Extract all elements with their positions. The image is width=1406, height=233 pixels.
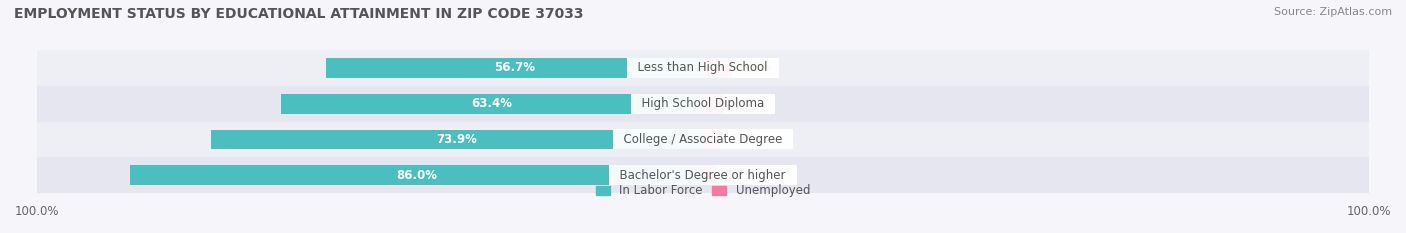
Bar — [703, 130, 720, 149]
Legend: In Labor Force, Unemployed: In Labor Force, Unemployed — [591, 180, 815, 202]
Bar — [703, 58, 731, 78]
Bar — [703, 94, 723, 113]
Text: 3.0%: 3.0% — [733, 97, 762, 110]
Bar — [211, 130, 703, 149]
Text: High School Diploma: High School Diploma — [634, 97, 772, 110]
Bar — [37, 122, 1369, 157]
Bar — [703, 165, 716, 185]
Text: 63.4%: 63.4% — [471, 97, 512, 110]
Text: Less than High School: Less than High School — [630, 62, 776, 75]
Text: Source: ZipAtlas.com: Source: ZipAtlas.com — [1274, 7, 1392, 17]
Bar — [37, 86, 1369, 122]
Text: 86.0%: 86.0% — [396, 169, 437, 182]
Text: 56.7%: 56.7% — [494, 62, 534, 75]
Bar — [281, 94, 703, 113]
Text: 2.5%: 2.5% — [730, 133, 759, 146]
Text: 1.9%: 1.9% — [725, 169, 755, 182]
Bar — [131, 165, 703, 185]
Text: 73.9%: 73.9% — [437, 133, 478, 146]
Bar — [37, 157, 1369, 193]
Text: College / Associate Degree: College / Associate Degree — [616, 133, 790, 146]
Text: EMPLOYMENT STATUS BY EDUCATIONAL ATTAINMENT IN ZIP CODE 37033: EMPLOYMENT STATUS BY EDUCATIONAL ATTAINM… — [14, 7, 583, 21]
Text: Bachelor's Degree or higher: Bachelor's Degree or higher — [613, 169, 793, 182]
Bar — [326, 58, 703, 78]
Text: 4.3%: 4.3% — [741, 62, 772, 75]
Bar — [37, 50, 1369, 86]
